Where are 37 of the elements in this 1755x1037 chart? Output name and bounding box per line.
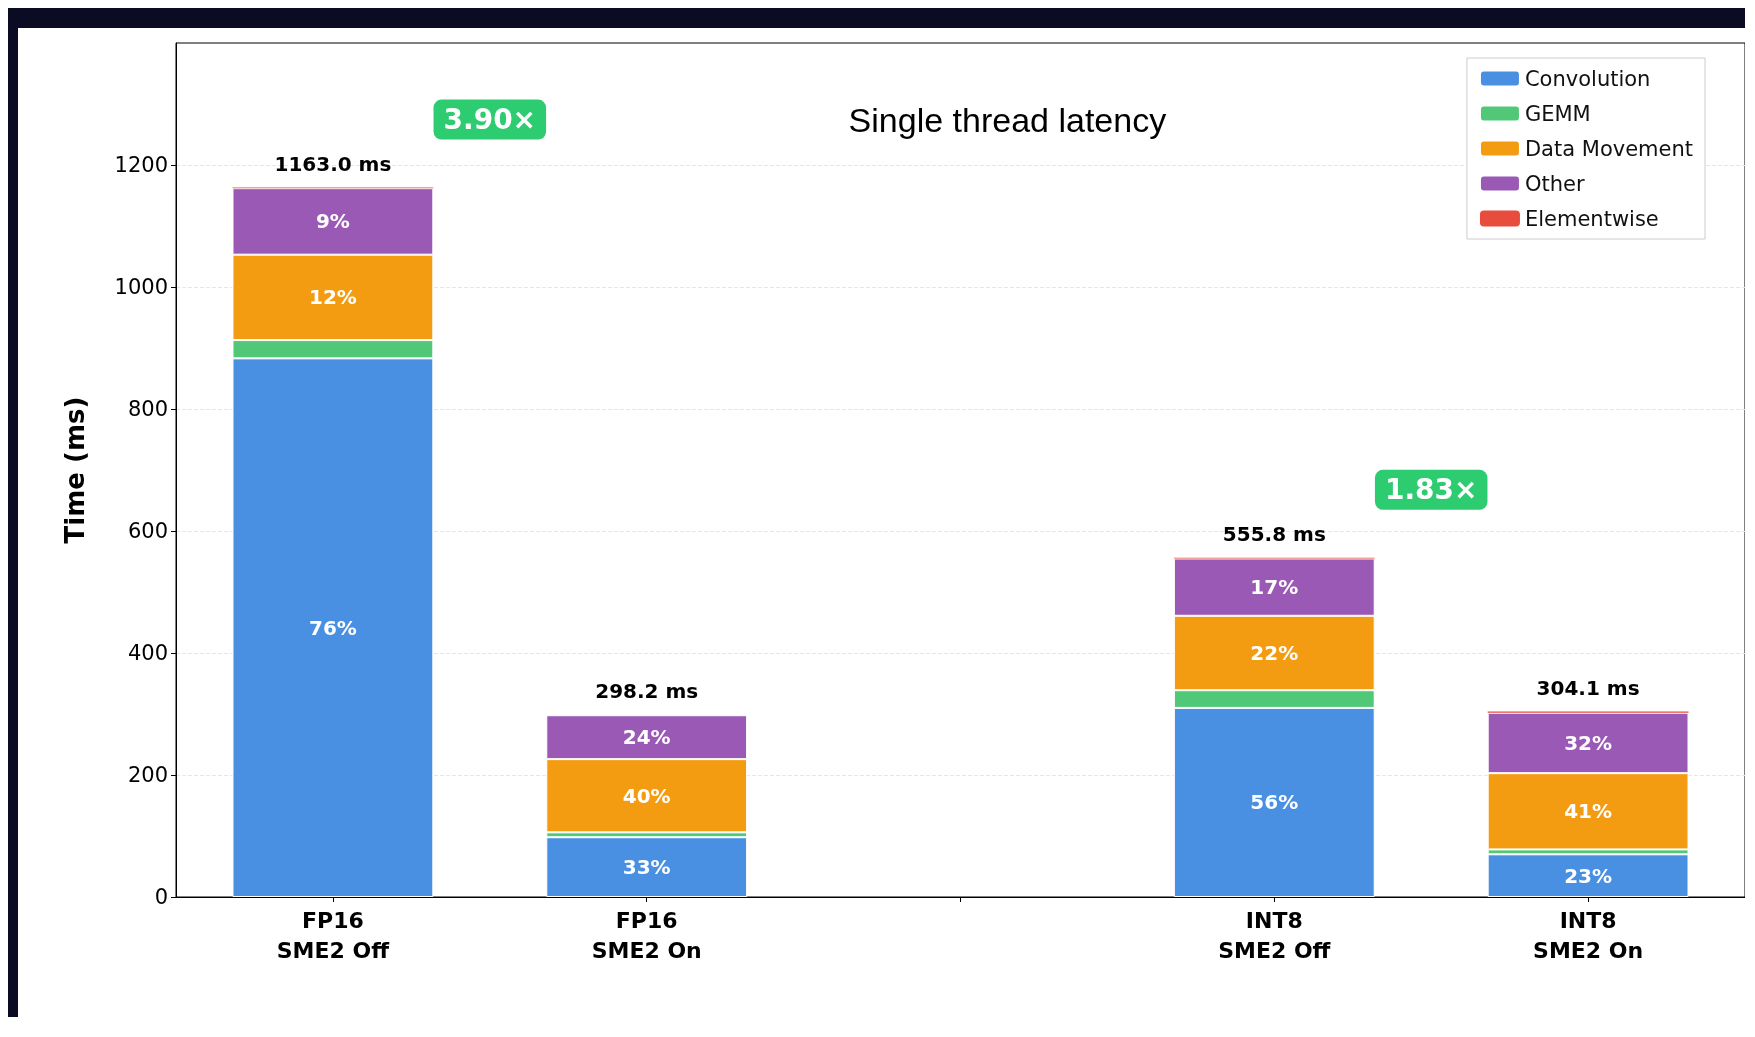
total-label: 555.8 ms: [1222, 521, 1326, 546]
annotation: 1.83×: [1384, 473, 1478, 507]
annotation: 9%: [315, 209, 350, 234]
x-tick-label: INT8 SME2 Off: [1218, 907, 1332, 963]
annotation: 22%: [1250, 641, 1299, 665]
annotation: 24%: [622, 725, 671, 750]
total-label: 1163.0 ms: [274, 151, 392, 176]
legend-label: Convolution: [1524, 66, 1651, 91]
x-tick-label: INT8 SME2 On: [1533, 907, 1644, 963]
y-tick-label: 400: [127, 641, 168, 665]
annotation: 23%: [1564, 863, 1613, 888]
total-label: 298.2 ms: [595, 679, 699, 704]
legend-label: Data Movement: [1524, 136, 1694, 161]
text: Single thread latency: [848, 101, 1167, 139]
y-tick-label: 200: [127, 763, 168, 787]
annotation: 32%: [1564, 730, 1613, 755]
legend-label: Other: [1524, 171, 1585, 196]
y-axis-title: Time (ms): [60, 396, 90, 544]
bar: [1487, 854, 1689, 897]
annotation: 12%: [308, 285, 357, 310]
total-label: 304.1 ms: [1536, 675, 1640, 700]
annotation: 17%: [1250, 575, 1299, 600]
annotation: 33%: [622, 855, 671, 880]
annotation: 41%: [1564, 799, 1613, 824]
y-tick-label: 1200: [114, 153, 168, 177]
legend-label: GEMM: [1524, 101, 1591, 126]
y-tick-label: 0: [154, 885, 168, 909]
y-tick-label: 1000: [114, 275, 168, 299]
x-tick-label: FP16 SME2 On: [591, 907, 702, 963]
annotation: 40%: [622, 783, 671, 808]
y-tick-label: 800: [127, 397, 168, 421]
annotation: 3.90×: [443, 103, 537, 137]
annotation: 56%: [1250, 790, 1299, 815]
legend-label: Elementwise: [1524, 206, 1659, 231]
annotation: 76%: [308, 615, 357, 640]
y-tick-label: 600: [127, 519, 168, 543]
x-tick-label: FP16 SME2 Off: [276, 907, 391, 963]
